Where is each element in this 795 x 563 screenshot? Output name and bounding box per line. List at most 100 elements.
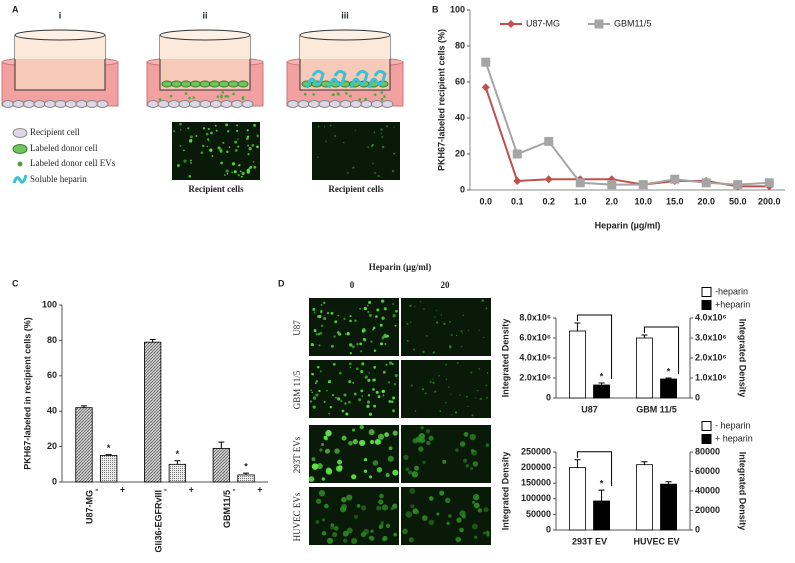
micrograph (172, 122, 260, 180)
cell-dot (414, 410, 417, 412)
legend-text: +heparin (715, 299, 750, 309)
cell-dot (195, 135, 198, 138)
bar (660, 378, 678, 399)
cell-dot (459, 394, 461, 396)
cell-dot (312, 396, 317, 400)
heparin (305, 69, 325, 89)
cell-dot (433, 316, 436, 318)
error-bar (598, 382, 605, 385)
bar (593, 500, 611, 531)
cell-dot (323, 301, 326, 305)
cell-dot (346, 171, 349, 175)
cell-dot (469, 433, 476, 441)
cell-dot (373, 171, 377, 175)
recipient-cell (339, 100, 352, 108)
y-tick-label: 100 (42, 299, 57, 309)
recipient-cell (44, 100, 56, 108)
cell-dot (409, 304, 412, 307)
y-axis-title: Integrated Density (500, 319, 510, 398)
cell-dot (256, 134, 260, 138)
cell-dot (361, 395, 364, 397)
series-label: - (164, 484, 167, 494)
cell-dot (385, 523, 391, 529)
cell-dot (366, 404, 370, 408)
cell-dot (364, 375, 368, 379)
cell-dot (353, 392, 357, 396)
recipient-cell (33, 100, 46, 108)
error-bar (105, 454, 112, 456)
recipient-cell (360, 100, 373, 108)
cell-dot (462, 314, 465, 317)
error-bar (641, 461, 648, 465)
recipient-cell (329, 100, 341, 108)
cell-dot (316, 463, 323, 469)
cell-dot (226, 130, 230, 133)
y2-tick-label: 0 (695, 392, 700, 402)
error-bar (665, 481, 672, 485)
donor-ev (221, 91, 225, 94)
recipient-cell (287, 100, 299, 108)
recipient-cell (350, 100, 362, 108)
cell-dot (360, 389, 364, 393)
cell-dot (215, 129, 218, 132)
cell-dot (409, 487, 416, 494)
cell-dot (428, 519, 435, 526)
donor-ev (374, 93, 377, 96)
cell-dot (419, 439, 424, 444)
donor-cell (237, 80, 249, 88)
y2-axis-title: Integrated Density (738, 319, 748, 398)
cell-dot (337, 397, 341, 401)
cell-dot (379, 523, 384, 529)
cell-dot (471, 500, 475, 504)
cell-dot (403, 454, 409, 461)
annotation: * (600, 371, 604, 381)
error-bar (243, 472, 250, 475)
marker (575, 178, 585, 188)
cell-dot (383, 307, 387, 311)
cell-dot (256, 145, 259, 149)
cell-dot (392, 469, 399, 476)
bar (636, 337, 653, 399)
cell-dot (363, 469, 368, 473)
donor-cell (171, 80, 182, 88)
cell-dot (323, 400, 326, 403)
cell-dot (343, 317, 346, 320)
cell-dot (454, 411, 458, 414)
cell-dot (379, 493, 384, 499)
donor-cell (228, 80, 239, 88)
cell-dot (370, 340, 373, 343)
cell-dot (467, 405, 469, 407)
cell-dot (317, 366, 320, 369)
cell-dot (380, 132, 383, 134)
cell-dot (253, 123, 257, 127)
cell-dot (352, 438, 358, 445)
cell-dot (369, 536, 375, 541)
cell-dot (377, 174, 380, 178)
insert-rim (14, 29, 106, 41)
row-label: 293T EVs (292, 436, 302, 473)
cell-dot (310, 342, 314, 347)
cell-dot (424, 392, 427, 395)
cell-dot (248, 147, 252, 151)
x-tick-label: 0.2 (542, 196, 555, 206)
y-tick-label: 20 (47, 441, 57, 451)
x-tick-label: 0.0 (479, 196, 492, 206)
cell-dot (319, 370, 322, 373)
cell-dot (405, 511, 413, 518)
cell-dot (373, 378, 376, 382)
recipient-cell (12, 100, 25, 108)
cell-dot (179, 128, 182, 131)
cell-dot (364, 329, 367, 332)
x-tick-label: 15.0 (666, 196, 684, 206)
cell-dot (324, 448, 330, 454)
x-tick-label: 1.0 (574, 196, 587, 206)
y2-tick-label: 0 (695, 524, 700, 534)
cell-dot (202, 127, 206, 130)
marker (513, 177, 522, 185)
cell-dot (432, 351, 435, 354)
y-tick-label: 150000 (521, 478, 551, 488)
cell-dot (311, 463, 319, 470)
cell-dot (393, 126, 395, 128)
